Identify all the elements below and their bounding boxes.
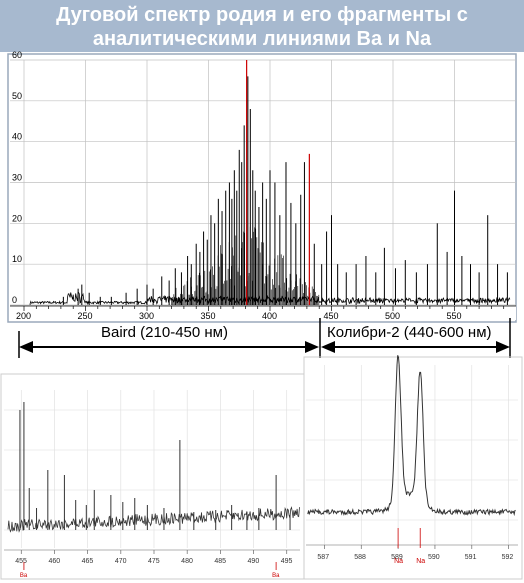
ba-fragment-frame [0,373,305,580]
ba-mark-label-0: Ba [20,573,28,579]
main-y-ticks: 0 10 20 30 40 50 60 [12,50,22,305]
na-xtick-1: 588 [354,554,366,561]
main-xtick-6: 500 [385,311,400,321]
kolibri-range-marker [321,318,511,358]
main-highlight-lines [246,60,310,305]
main-ytick-6: 60 [12,50,22,60]
main-ytick-5: 50 [12,91,22,101]
na-mark-label-1: Na [416,558,425,565]
main-ytick-1: 10 [12,254,22,264]
na-xtick-4: 591 [465,554,477,561]
main-ytick-4: 40 [12,132,22,142]
kolibri-arrow-right-head [496,341,510,353]
main-xtick-7: 550 [447,311,462,321]
title-line-1: Дуговой спектр родия и его фрагменты с [56,4,468,26]
main-trace [29,76,511,306]
ba-xtick-7: 490 [248,558,260,565]
ba-xtick-2: 465 [82,558,94,565]
kolibri-range-label: Колибри-2 (440-600 нм) [325,324,494,341]
kolibri-arrow-left-head [321,341,335,353]
na-profile [307,355,516,517]
main-xtick-3: 350 [201,311,216,321]
ba-baseline [7,506,300,533]
na-mark-label-0: Na [394,558,403,565]
na-trace [307,355,516,517]
main-xtick-1: 250 [78,311,93,321]
ba-xtick-6: 485 [214,558,226,565]
ba-xtick-3: 470 [115,558,127,565]
na-xtick-5: 592 [502,554,514,561]
na-x-ticks: 587 588 589 590 591 592 [306,544,518,561]
ba-xtick-1: 460 [48,558,60,565]
title-line-2: аналитическими линиями Ba и Na [92,28,432,50]
baird-arrow-right-head [305,341,319,353]
ba-marks: Ba Ba [20,562,280,579]
ba-trace [7,402,300,533]
main-xtick-4: 400 [262,311,277,321]
main-ytick-0: 0 [12,295,17,305]
baird-range-label: Baird (210-450 нм) [99,324,230,341]
na-marks: Na Na [394,528,425,565]
main-x-axis-band [10,306,516,320]
na-xtick-2: 589 [391,554,403,561]
ba-xtick-0: 455 [15,558,27,565]
na-grid [306,365,518,545]
main-xtick-2: 300 [139,311,154,321]
ba-xtick-4: 475 [148,558,160,565]
na-xtick-0: 587 [317,554,329,561]
ba-x-ticks: 455 460 465 470 475 480 485 490 495 [4,549,300,565]
ba-xtick-8: 495 [281,558,293,565]
main-plot-frame [7,53,517,323]
ba-xtick-5: 480 [181,558,193,565]
na-fragment-frame [303,356,523,580]
ba-mark-label-1: Ba [272,573,280,579]
baird-arrow-left-head [19,341,33,353]
main-xtick-5: 450 [324,311,339,321]
na-xtick-3: 590 [428,554,440,561]
main-ytick-2: 20 [12,213,22,223]
baird-range-marker [18,318,321,358]
main-ytick-3: 30 [12,173,22,183]
title-banner: Дуговой спектр родия и его фрагменты с а… [0,0,524,52]
main-x-ticks: 200 250 300 350 400 450 500 550 [10,305,516,321]
main-xtick-0: 200 [16,311,31,321]
